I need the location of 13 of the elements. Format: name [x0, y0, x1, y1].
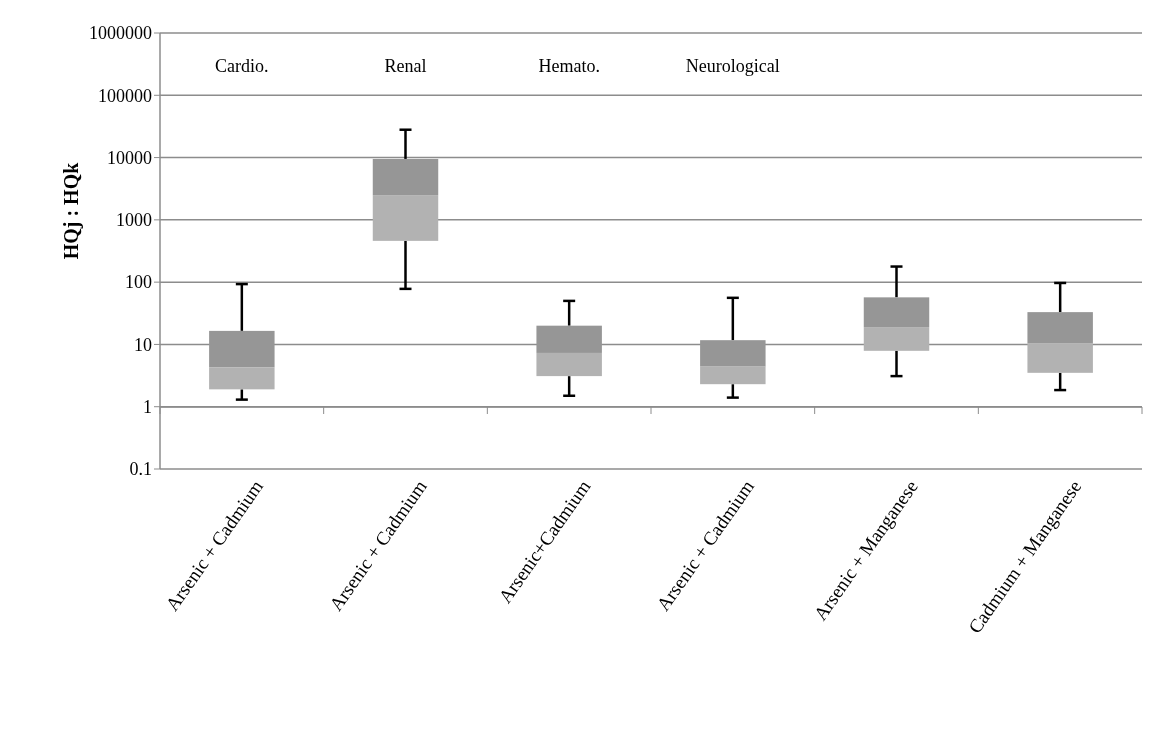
annotation: Cardio. [215, 55, 269, 76]
annotation: Renal [384, 55, 427, 76]
annotation: Neurological [685, 55, 780, 76]
y-tick-label: 1 [143, 397, 152, 418]
y-tick-label: 1000000 [89, 23, 152, 44]
y-axis-title: HQj : HQk [60, 161, 83, 260]
y-tick-label: 100 [125, 272, 152, 293]
y-tick-label: 10 [134, 334, 152, 355]
y-tick-label: 100000 [98, 85, 152, 106]
y-tick-label: 10000 [107, 147, 152, 168]
annotation: Hemato. [538, 55, 600, 76]
y-tick-label: 1000 [116, 210, 152, 231]
y-tick-label: 0.1 [129, 459, 152, 480]
